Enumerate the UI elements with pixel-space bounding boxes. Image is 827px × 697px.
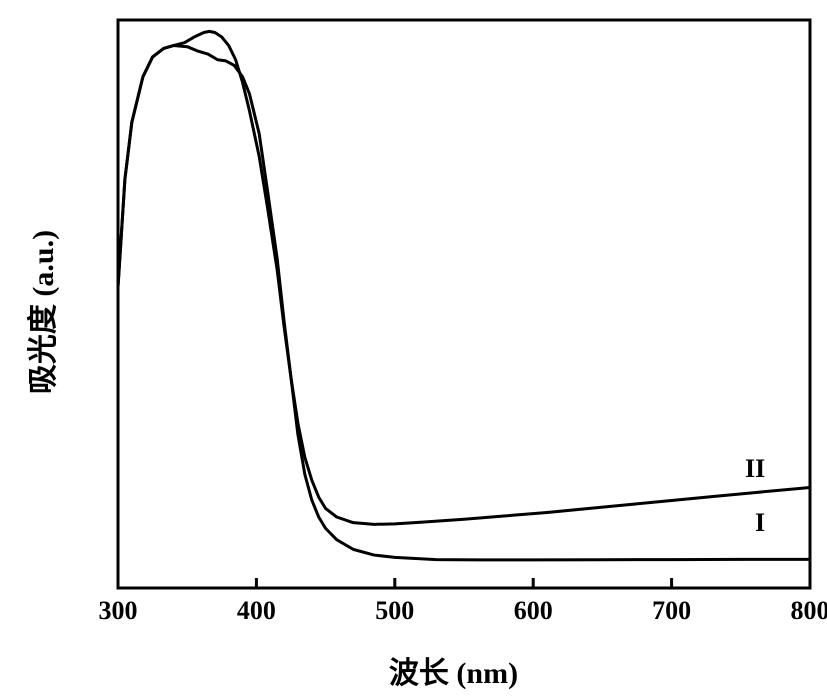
x-tick-label: 300 (88, 596, 148, 626)
spectrum-chart: 吸光度 (a.u.) 波长 (nm) 300400500600700800 I … (0, 0, 827, 697)
x-tick-label: 400 (226, 596, 286, 626)
chart-canvas (0, 0, 827, 697)
series-label-I: I (755, 508, 765, 538)
x-tick-label: 500 (365, 596, 425, 626)
x-axis-label: 波长 (nm) (0, 648, 827, 692)
x-tick-label: 700 (642, 596, 702, 626)
plot-border (118, 20, 810, 588)
y-axis-label: 吸光度 (a.u.) (18, 162, 62, 462)
series-label-II: II (745, 454, 765, 484)
x-tick-label: 800 (780, 596, 827, 626)
x-tick-label: 600 (503, 596, 563, 626)
